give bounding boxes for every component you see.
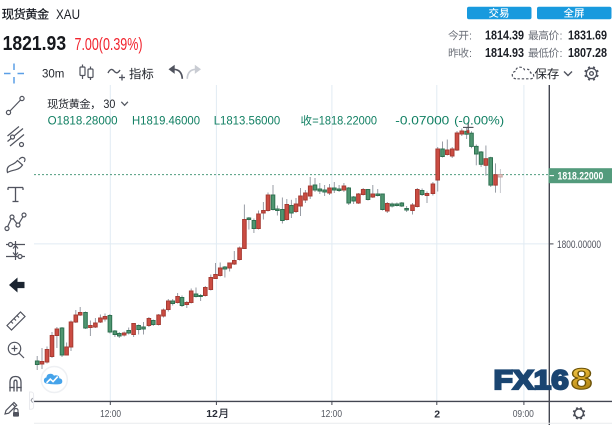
svg-text:8: 8 [571, 363, 593, 396]
svg-text:12:00: 12:00 [321, 409, 342, 420]
svg-text:XAU: XAU [56, 7, 80, 22]
svg-text:(-0.00%): (-0.00%) [454, 114, 504, 128]
svg-text:1831.69: 1831.69 [568, 29, 607, 43]
svg-text:1814.93: 1814.93 [485, 46, 524, 60]
svg-text:30m: 30m [42, 69, 64, 81]
svg-text:1821.93: 1821.93 [3, 33, 67, 55]
svg-text:12:00: 12:00 [100, 409, 121, 420]
svg-text:-0.07000: -0.07000 [395, 114, 449, 128]
svg-text:2: 2 [434, 408, 440, 420]
svg-text:FX16: FX16 [494, 365, 569, 395]
svg-text:1800.00000: 1800.00000 [557, 239, 601, 251]
svg-text:O1818.28000: O1818.28000 [48, 114, 118, 128]
svg-text:1814.39: 1814.39 [485, 29, 524, 43]
svg-text:09:00: 09:00 [513, 409, 534, 420]
svg-text:1807.28: 1807.28 [568, 46, 607, 60]
svg-text::: : [469, 30, 472, 42]
svg-text::: : [469, 48, 472, 60]
svg-text:H1819.46000: H1819.46000 [132, 114, 200, 128]
svg-text:L1813.56000: L1813.56000 [214, 114, 281, 128]
svg-text:7.00(0.39%): 7.00(0.39%) [75, 34, 143, 54]
svg-text::: : [560, 30, 563, 42]
svg-text:30: 30 [103, 99, 115, 111]
svg-text:=1818.22000: =1818.22000 [312, 114, 377, 128]
svg-text:1818.22000: 1818.22000 [558, 171, 604, 183]
svg-text:12: 12 [206, 408, 218, 420]
svg-text::: : [560, 48, 563, 60]
